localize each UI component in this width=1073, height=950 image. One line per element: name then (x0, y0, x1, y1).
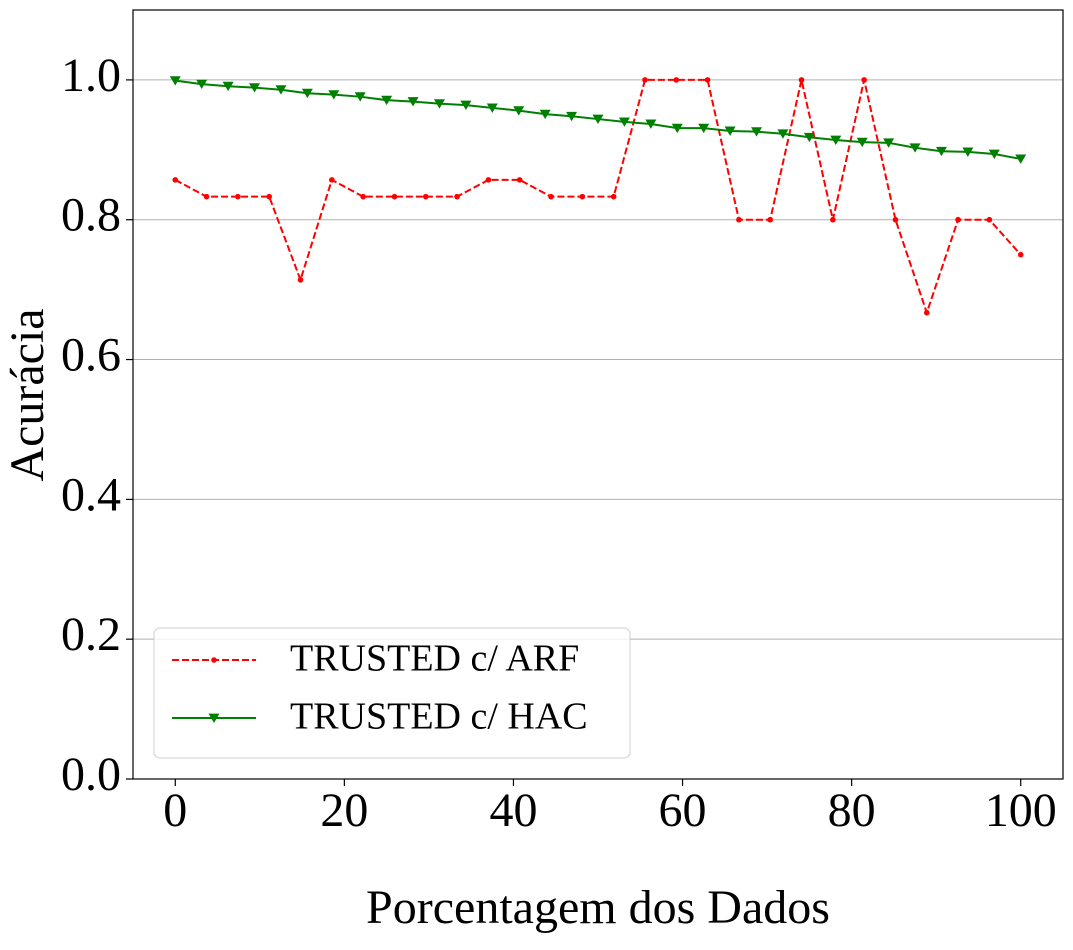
data-point (301, 88, 313, 99)
data-point (513, 106, 525, 116)
data-point (516, 177, 523, 183)
data-point (297, 277, 304, 283)
data-point (883, 138, 895, 148)
x-tick-label: 0 (163, 784, 187, 837)
y-tick-label: 0.6 (61, 329, 121, 382)
data-point (955, 216, 961, 223)
series-line (174, 78, 1022, 316)
data-point (610, 193, 617, 200)
data-point (671, 123, 683, 134)
legend-label: TRUSTED c/ HAC (290, 696, 588, 738)
data-point (830, 135, 842, 145)
data-point (203, 193, 210, 200)
data-point (923, 309, 930, 316)
x-axis-label: Porcentagem dos Dados (366, 881, 830, 934)
data-point (539, 109, 551, 120)
data-point (698, 123, 710, 134)
x-tick-label: 60 (659, 784, 707, 837)
data-point (736, 216, 742, 223)
data-point (360, 193, 366, 200)
data-point (433, 99, 445, 109)
data-point (962, 147, 974, 157)
data-point (548, 193, 554, 200)
data-point (642, 77, 648, 83)
data-point (579, 193, 586, 200)
data-point (249, 83, 261, 93)
data-point (1015, 154, 1027, 164)
data-point (169, 76, 181, 86)
x-tick-label: 40 (489, 784, 537, 837)
data-point (704, 77, 711, 83)
y-tick-label: 1.0 (61, 49, 121, 102)
data-point (486, 103, 498, 113)
x-tick-label: 100 (985, 784, 1057, 837)
data-point (856, 137, 868, 148)
data-point (861, 77, 867, 83)
data-point (381, 95, 393, 106)
data-point (798, 77, 805, 83)
legend-box (153, 627, 631, 759)
data-point (1017, 251, 1024, 258)
data-point (485, 177, 492, 183)
data-point (422, 193, 429, 200)
y-tick-label: 0.0 (61, 748, 121, 801)
data-point (777, 129, 789, 139)
data-point (222, 81, 234, 92)
data-point (592, 114, 604, 125)
data-point (673, 77, 680, 83)
data-point (460, 100, 472, 111)
x-tick-label: 20 (320, 784, 368, 837)
data-point (751, 127, 763, 137)
data-point (909, 143, 921, 153)
data-point (391, 193, 398, 200)
data-point (935, 146, 947, 157)
data-point (328, 90, 340, 100)
data-point (454, 193, 460, 200)
data-point (275, 85, 287, 95)
data-point (196, 79, 208, 90)
data-point (830, 216, 836, 223)
data-point (645, 119, 657, 129)
data-point (892, 216, 899, 223)
data-point (767, 216, 774, 223)
legend-marker (211, 657, 217, 663)
data-point (407, 97, 419, 107)
data-point (354, 92, 366, 102)
data-point (803, 132, 815, 143)
legend-marker (208, 713, 220, 723)
y-tick-label: 0.2 (61, 608, 121, 661)
data-point (988, 149, 1000, 159)
plot-frame (132, 9, 1064, 780)
data-point (172, 177, 179, 183)
x-tick-label: 80 (828, 784, 876, 837)
data-point (618, 117, 630, 127)
data-point (235, 193, 241, 200)
data-point (724, 126, 736, 136)
y-tick-label: 0.8 (61, 189, 121, 242)
legend-label: TRUSTED c/ ARF (290, 638, 579, 680)
y-axis-label: Acurácia (1, 308, 54, 481)
data-point (986, 216, 993, 223)
data-point (566, 111, 578, 122)
y-tick-label: 0.4 (61, 468, 121, 521)
data-point (266, 193, 273, 200)
data-point (329, 177, 335, 183)
